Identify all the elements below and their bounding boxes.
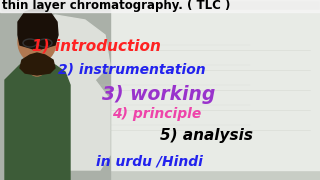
Polygon shape: [5, 62, 70, 180]
Bar: [0, 0, 110, 180]
Polygon shape: [18, 8, 58, 50]
Polygon shape: [20, 53, 55, 75]
Text: 1) introduction: 1) introduction: [32, 38, 161, 53]
Ellipse shape: [30, 64, 44, 76]
Ellipse shape: [18, 21, 56, 63]
Text: 3) working: 3) working: [102, 85, 216, 104]
Bar: [0, 0, 320, 12]
Text: 2) instrumentation: 2) instrumentation: [58, 62, 205, 76]
Text: thin layer chromatography. ( TLC ): thin layer chromatography. ( TLC ): [2, 0, 230, 12]
Text: 5) analysis: 5) analysis: [160, 128, 253, 143]
Text: in urdu /Hindi: in urdu /Hindi: [96, 154, 203, 168]
Bar: [60, 10, 320, 170]
Polygon shape: [35, 15, 110, 170]
Text: 4) principle: 4) principle: [112, 107, 201, 121]
